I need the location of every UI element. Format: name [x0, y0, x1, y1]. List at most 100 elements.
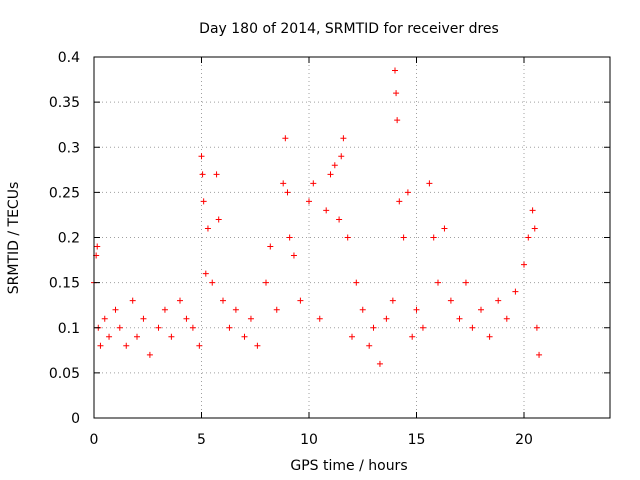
- data-point: [183, 315, 190, 322]
- data-point: [199, 171, 206, 178]
- y-tick-label: 0.35: [49, 95, 80, 111]
- y-tick-label: 0.25: [49, 185, 80, 201]
- data-point: [202, 270, 209, 277]
- data-point: [200, 198, 207, 205]
- y-tick-labels: 0 0.05 0.1 0.15 0.2 0.25 0.3 0.35 0.4: [49, 50, 80, 427]
- data-point: [196, 342, 203, 349]
- data-point: [469, 324, 476, 331]
- data-point: [396, 198, 403, 205]
- data-point: [94, 243, 101, 250]
- data-point: [327, 171, 334, 178]
- y-tick-label: 0: [71, 411, 80, 427]
- data-point: [284, 189, 291, 196]
- data-point: [441, 225, 448, 232]
- y-tick-label: 0.05: [49, 366, 80, 382]
- data-point: [389, 297, 396, 304]
- data-point: [392, 67, 398, 74]
- data-point: [286, 234, 293, 241]
- data-point: [213, 171, 220, 178]
- data-point: [232, 306, 239, 313]
- data-point: [146, 351, 153, 358]
- data-point: [316, 315, 323, 322]
- data-point: [525, 234, 532, 241]
- data-point: [226, 324, 233, 331]
- data-point: [340, 135, 347, 142]
- y-axis-label: SRMTID / TECUs: [6, 182, 22, 295]
- data-point: [336, 216, 343, 223]
- data-point: [177, 297, 183, 304]
- data-point: [435, 279, 441, 286]
- data-point: [456, 315, 463, 322]
- data-point: [400, 234, 407, 241]
- y-tick-label: 0.2: [58, 231, 80, 247]
- y-tick-label: 0.4: [58, 50, 80, 66]
- data-point: [462, 279, 469, 286]
- data-point: [376, 360, 383, 367]
- data-point: [426, 180, 433, 187]
- x-tick-label: 0: [90, 432, 99, 448]
- data-point: [419, 324, 426, 331]
- data-point: [370, 324, 377, 331]
- data-points: [91, 67, 543, 367]
- y-tick-label: 0.3: [58, 140, 80, 156]
- data-point: [536, 351, 543, 358]
- data-point: [247, 315, 254, 322]
- data-point: [533, 324, 540, 331]
- data-point: [123, 342, 130, 349]
- data-point: [306, 198, 312, 205]
- x-tick-label: 15: [408, 432, 426, 448]
- data-point: [409, 333, 416, 340]
- data-point: [220, 297, 226, 304]
- y-tick-label: 0.1: [58, 321, 80, 337]
- data-point: [310, 180, 317, 187]
- data-point: [168, 333, 175, 340]
- data-point: [297, 297, 304, 304]
- x-tick-label: 20: [515, 432, 533, 448]
- data-point: [280, 180, 287, 187]
- data-point: [331, 162, 338, 169]
- data-point: [161, 306, 168, 313]
- data-point: [521, 261, 527, 268]
- x-axis-label: GPS time / hours: [290, 458, 407, 474]
- data-point: [273, 306, 280, 313]
- data-point: [134, 333, 140, 340]
- data-point: [349, 333, 355, 340]
- data-point: [112, 306, 119, 313]
- data-point: [478, 306, 484, 313]
- data-point: [101, 315, 108, 322]
- data-point: [241, 333, 248, 340]
- data-point: [198, 153, 205, 160]
- data-point: [486, 333, 493, 340]
- data-point: [503, 315, 510, 322]
- data-point: [282, 135, 289, 142]
- data-point: [129, 297, 136, 304]
- y-tick-label: 0.15: [49, 276, 80, 292]
- data-point: [353, 279, 360, 286]
- plot-frame: [93, 56, 611, 419]
- data-point: [140, 315, 147, 322]
- x-tick-labels: 0 5 10 15 20: [90, 432, 533, 448]
- data-point: [290, 252, 297, 259]
- data-point: [254, 342, 261, 349]
- data-point: [383, 315, 390, 322]
- data-point: [215, 216, 222, 223]
- data-point: [430, 234, 437, 241]
- data-point: [116, 324, 123, 331]
- data-point: [106, 333, 113, 340]
- grid: [94, 57, 610, 418]
- data-point: [263, 279, 269, 286]
- x-tick-label: 10: [300, 432, 318, 448]
- data-point: [393, 90, 400, 97]
- data-point: [97, 342, 104, 349]
- x-tick-label: 5: [197, 432, 206, 448]
- data-point: [344, 234, 351, 241]
- data-point: [267, 243, 274, 250]
- data-point: [531, 225, 538, 232]
- chart-title: Day 180 of 2014, SRMTID for receiver dre…: [199, 21, 499, 37]
- data-point: [189, 324, 196, 331]
- data-point: [495, 297, 502, 304]
- data-point: [204, 225, 211, 232]
- data-point: [512, 288, 519, 295]
- data-point: [155, 324, 162, 331]
